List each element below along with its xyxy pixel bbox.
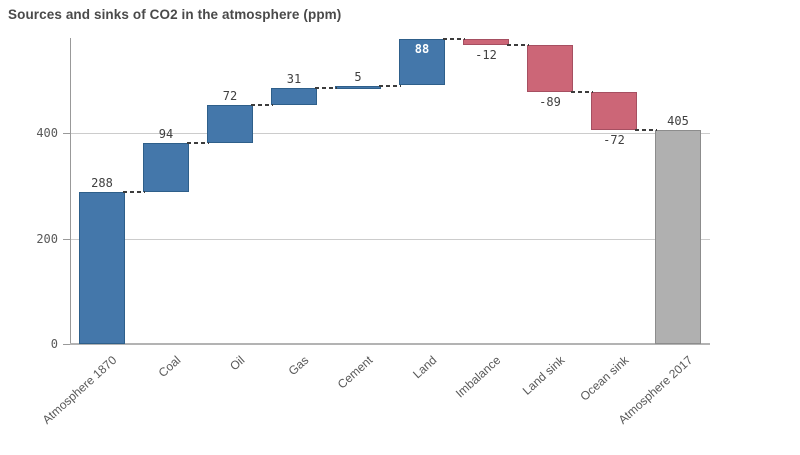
connector-line-0 xyxy=(123,191,145,194)
bar-value-label-9: 405 xyxy=(667,114,689,129)
connector-line-6 xyxy=(507,44,529,47)
bar-value-label-8: -72 xyxy=(603,133,625,148)
x-axis-category-gas: Gas xyxy=(285,353,312,379)
connector-line-1 xyxy=(187,141,209,144)
y-axis-label-200: 200 xyxy=(36,232,58,246)
connector-line-4 xyxy=(379,84,401,87)
waterfall-bar-imbalance[interactable] xyxy=(463,39,509,46)
waterfall-bar-land[interactable] xyxy=(399,39,445,86)
x-axis-category-land-sink: Land sink xyxy=(519,353,568,398)
x-axis-category-coal: Coal xyxy=(155,353,184,380)
bar-value-label-1: 94 xyxy=(158,126,174,141)
x-axis-category-imbalance: Imbalance xyxy=(452,353,504,401)
x-axis-category-atmosphere-1870: Atmosphere 1870 xyxy=(39,353,120,427)
y-axis-label-0: 0 xyxy=(50,337,58,351)
connector-line-8 xyxy=(635,129,657,132)
gridline-400 xyxy=(70,133,710,134)
waterfall-bar-land-sink[interactable] xyxy=(527,45,573,93)
x-axis-category-ocean-sink: Ocean sink xyxy=(577,353,632,404)
waterfall-bar-atmosphere-1870[interactable] xyxy=(79,192,125,344)
y-axis-tick-200 xyxy=(63,239,70,240)
waterfall-bar-ocean-sink[interactable] xyxy=(591,92,637,131)
gridline-200 xyxy=(70,239,710,240)
y-axis-tick-400 xyxy=(63,133,70,134)
x-axis-category-atmosphere-2017: Atmosphere 2017 xyxy=(615,353,696,427)
x-axis-category-oil: Oil xyxy=(227,353,248,374)
waterfall-bar-oil[interactable] xyxy=(207,104,253,143)
y-axis-tick-0 xyxy=(63,344,70,345)
waterfall-bar-atmosphere-2017[interactable] xyxy=(655,130,701,344)
bar-value-label-4: 5 xyxy=(354,69,362,84)
chart-title: Sources and sinks of CO2 in the atmosphe… xyxy=(8,7,342,22)
x-axis-category-cement: Cement xyxy=(334,353,376,392)
bar-value-label-5: 88 xyxy=(414,42,430,57)
connector-line-2 xyxy=(251,103,273,106)
bar-value-label-7: -89 xyxy=(539,95,561,110)
x-axis-category-land: Land xyxy=(410,353,440,382)
y-axis-label-400: 400 xyxy=(36,126,58,140)
connector-line-3 xyxy=(315,87,337,90)
connector-line-5 xyxy=(443,38,465,41)
bar-value-label-3: 31 xyxy=(286,72,302,87)
connector-line-7 xyxy=(571,91,593,94)
y-axis-line xyxy=(70,38,71,344)
bar-value-label-6: -12 xyxy=(475,48,497,63)
waterfall-bar-cement[interactable] xyxy=(335,85,381,89)
waterfall-bar-coal[interactable] xyxy=(143,142,189,193)
x-axis-baseline xyxy=(70,343,710,345)
bar-value-label-2: 72 xyxy=(222,88,238,103)
waterfall-bar-gas[interactable] xyxy=(271,88,317,105)
bar-value-label-0: 288 xyxy=(91,176,113,191)
